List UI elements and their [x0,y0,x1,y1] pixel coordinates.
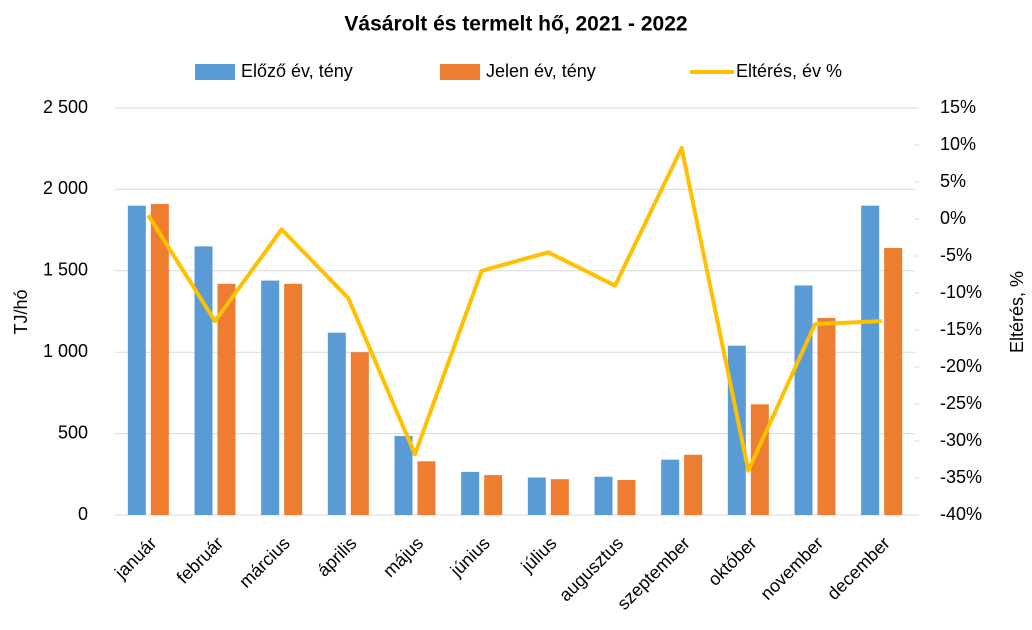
legend-label: Jelen év, tény [486,61,596,81]
y2-tick-label: -40% [940,504,982,524]
chart-title: Vásárolt és termelt hő, 2021 - 2022 [344,13,687,36]
legend-swatch [195,64,235,80]
y2-tick-label: -35% [940,467,982,487]
y-tick-label: 0 [78,504,88,524]
y2-tick-label: 5% [940,171,966,191]
y2-tick-label: -20% [940,356,982,376]
y2-tick-label: -25% [940,393,982,413]
bar [617,479,636,515]
x-tick-label: május [379,533,427,581]
bar [861,205,880,515]
bar [727,345,746,515]
bar [127,205,146,515]
x-tick-label: december [823,533,894,604]
bar [794,285,813,515]
x-tick-label: február [173,533,227,587]
x-tick-label: március [235,533,294,592]
bar [484,475,503,515]
y-tick-label: 2 000 [43,178,88,198]
bar [461,471,480,515]
y-axis-title: TJ/hó [11,289,31,334]
bar [417,461,436,515]
bar [261,280,280,515]
y2-tick-label: 15% [940,97,976,117]
y2-axis-title: Eltérés, % [1007,271,1027,353]
x-tick-label: november [756,533,827,604]
x-tick-label: október [704,533,761,590]
x-tick-label: szeptember [613,533,694,614]
x-tick-label: július [517,533,561,577]
x-tick-label: augusztus [555,533,627,605]
bar [527,477,546,515]
bar [550,479,569,515]
legend-label: Előző év, tény [241,61,353,81]
bar [284,283,303,515]
bar [817,318,836,515]
bar [194,246,213,515]
x-tick-label: április [313,533,360,580]
y-tick-label: 1 500 [43,260,88,280]
line-series [146,145,882,473]
y2-tick-label: -5% [940,245,972,265]
y2-tick-label: 0% [940,208,966,228]
legend-label: Eltérés, év % [736,61,842,81]
y-tick-label: 1 000 [43,341,88,361]
bar [150,204,169,515]
bar [394,436,413,515]
bar [684,454,703,515]
y-tick-label: 500 [58,422,88,442]
y2-tick-label: 10% [940,134,976,154]
x-tick-label: június [446,533,494,581]
bar [327,332,346,515]
y-tick-label: 2 500 [43,97,88,117]
bar [661,459,680,515]
bar [217,283,236,515]
legend-swatch [440,64,480,80]
y2-tick-label: -10% [940,282,982,302]
bar [350,352,369,515]
bar [884,248,903,515]
x-tick-label: január [110,533,160,583]
y2-tick-label: -15% [940,319,982,339]
bar [594,476,613,515]
y2-tick-label: -30% [940,430,982,450]
